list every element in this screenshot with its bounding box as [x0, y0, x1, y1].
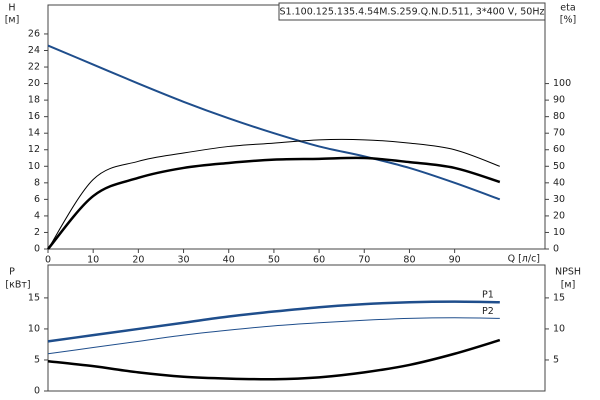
- x-tick-label: 60: [313, 255, 325, 266]
- y2-tick-label: 90: [553, 95, 565, 106]
- series-line: [47, 156, 501, 250]
- x-tick-label: 20: [132, 255, 144, 266]
- y2-unit: [%]: [560, 15, 576, 26]
- y-tick-label: 12: [28, 144, 40, 155]
- y-tick-label: 22: [28, 62, 40, 73]
- y2-tick-label: 10: [553, 227, 565, 238]
- y2-tick-label: 30: [553, 194, 565, 205]
- y2-label: eta: [560, 3, 575, 14]
- title-box: [278, 2, 546, 21]
- series-line: [47, 317, 500, 355]
- plot-frame: [47, 4, 546, 250]
- x-tick-label: 50: [268, 255, 280, 266]
- chart-title: S1.100.125.135.4.54M.S.259.Q.N.D.511, 3*…: [280, 7, 545, 18]
- series-line: [47, 44, 501, 201]
- series-label: P2: [482, 306, 494, 317]
- y-label: H: [8, 3, 15, 14]
- series-line: [47, 300, 500, 343]
- y-tick-label: 6: [34, 194, 40, 205]
- y-tick-label: 16: [28, 111, 40, 122]
- y-tick-label: 10: [28, 323, 40, 334]
- series-line: [47, 138, 500, 250]
- y2-tick-label: 15: [553, 292, 565, 303]
- y-tick-label: 4: [34, 210, 40, 221]
- y-tick-label: 0: [34, 386, 40, 397]
- y2-tick-label: 100: [553, 78, 571, 89]
- y-tick-label: 5: [34, 354, 40, 365]
- y2-tick-label: 5: [553, 354, 559, 365]
- y2-tick-label: 0: [553, 244, 559, 255]
- series-line: [47, 338, 501, 381]
- x-tick-label: 90: [449, 255, 461, 266]
- y-label: P: [9, 267, 15, 278]
- y-tick-label: 18: [28, 95, 40, 106]
- y-tick-label: 15: [28, 292, 40, 303]
- y-tick-label: 0: [34, 244, 40, 255]
- y2-tick-label: 20: [553, 210, 565, 221]
- y2-tick-label: 60: [553, 144, 565, 155]
- x-tick-label: 40: [223, 255, 235, 266]
- y2-tick-label: 10: [553, 323, 565, 334]
- y2-tick-label: 70: [553, 128, 565, 139]
- x-label: Q [л/с]: [508, 254, 540, 265]
- x-tick-label: 10: [87, 255, 99, 266]
- y2-tick-label: 80: [553, 111, 565, 122]
- x-tick-label: 0: [45, 255, 51, 266]
- plot-frame: [47, 264, 546, 392]
- y-unit: [кВт]: [5, 280, 30, 291]
- y-tick-label: 14: [28, 128, 40, 139]
- y2-tick-label: 40: [553, 177, 565, 188]
- y-tick-label: 8: [34, 177, 40, 188]
- x-tick-label: 70: [358, 255, 370, 266]
- series-label: P1: [482, 290, 494, 301]
- y-tick-label: 2: [34, 227, 40, 238]
- x-tick-label: 30: [177, 255, 189, 266]
- y-tick-label: 26: [28, 28, 40, 39]
- y2-tick-label: 50: [553, 161, 565, 172]
- x-tick-label: 80: [403, 255, 415, 266]
- y2-label: NPSH: [555, 267, 581, 278]
- y-tick-label: 24: [28, 45, 40, 56]
- y-unit: [м]: [5, 15, 20, 26]
- y-tick-label: 10: [28, 161, 40, 172]
- y2-unit: [м]: [561, 280, 576, 291]
- y-tick-label: 20: [28, 78, 40, 89]
